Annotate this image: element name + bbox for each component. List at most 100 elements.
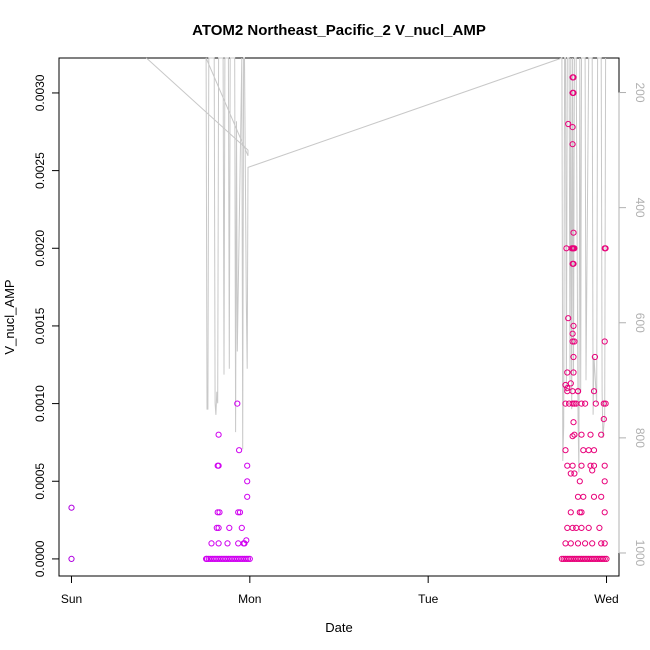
y2-tick-label: 400 xyxy=(633,198,647,218)
data-point-wed xyxy=(578,462,585,469)
data-point-wed xyxy=(589,467,596,474)
data-point-wed xyxy=(569,141,576,148)
data-point-wed xyxy=(562,447,569,454)
data-point-wed xyxy=(570,89,577,97)
data-point-wed xyxy=(602,245,609,252)
data-point-wed xyxy=(576,478,583,485)
data-point-mon xyxy=(205,555,212,563)
profile-line xyxy=(146,57,607,473)
data-point-mon xyxy=(235,509,242,516)
y2-tick-label: 1000 xyxy=(633,540,647,567)
data-point-mon xyxy=(226,524,233,532)
data-point-wed xyxy=(569,524,576,532)
data-point-wed xyxy=(590,447,598,454)
data-point-wed xyxy=(600,416,607,423)
data-point-mon xyxy=(234,400,241,407)
data-point-mon xyxy=(215,524,222,532)
data-point-wed xyxy=(576,509,583,516)
data-point-wed xyxy=(570,260,577,267)
data-point-wed xyxy=(603,555,610,563)
data-point-wed xyxy=(571,431,578,438)
y2-axis: 200 400 600 800 1000 xyxy=(618,82,647,567)
data-point-wed xyxy=(570,369,577,376)
data-point-mon xyxy=(241,540,248,547)
y2-tick-label: 600 xyxy=(633,313,647,333)
data-point-mon xyxy=(215,540,222,547)
data-point-wed xyxy=(578,431,585,438)
data-point-mon xyxy=(221,555,228,563)
data-point-wed xyxy=(598,493,605,500)
data-point-mon xyxy=(244,555,252,563)
data-point-wed xyxy=(598,540,605,547)
data-point-mon xyxy=(214,509,221,516)
x-axis-label: Date xyxy=(325,620,352,635)
data-point-mon xyxy=(244,478,251,485)
y2-tick-label: 200 xyxy=(633,82,647,102)
data-point-mon xyxy=(216,509,223,516)
data-point-wed xyxy=(585,447,592,454)
data-point-wed xyxy=(570,229,577,236)
data-point-wed xyxy=(569,388,576,395)
data-point-wed xyxy=(570,353,577,361)
chart-title: ATOM2 Northeast_Pacific_2 V_nucl_AMP xyxy=(192,22,486,39)
data-point-wed xyxy=(587,431,594,438)
data-point-mon xyxy=(215,431,222,438)
data-point-wed xyxy=(571,400,578,407)
data-point-wed xyxy=(571,245,578,252)
data-point-mon xyxy=(236,509,244,516)
data-point-wed xyxy=(562,540,569,547)
data-point-wed xyxy=(569,400,576,407)
data-point-wed xyxy=(565,120,572,128)
data-point-wed xyxy=(567,509,574,516)
data-point-wed xyxy=(601,478,608,485)
data-point-mon xyxy=(215,462,222,469)
data-point-mon xyxy=(236,447,243,454)
data-point-wed xyxy=(569,338,576,345)
x-tick-label: Mon xyxy=(238,592,261,606)
x-tick-label: Tue xyxy=(418,592,439,606)
data-point-wed xyxy=(580,447,587,454)
data-point-wed xyxy=(574,388,582,395)
data-point-wed xyxy=(592,400,599,407)
points-layer xyxy=(68,74,610,563)
data-point-mon xyxy=(220,555,227,563)
data-point-mon xyxy=(203,555,210,563)
data-point-wed xyxy=(565,315,572,322)
data-point-wed xyxy=(569,330,576,337)
y-tick-label: 0.0020 xyxy=(33,230,47,267)
data-point-wed xyxy=(569,462,576,469)
data-point-mon xyxy=(224,540,231,547)
data-point-wed xyxy=(601,509,608,516)
y-tick-label: 0.0000 xyxy=(33,540,47,577)
data-point-mon xyxy=(243,555,250,563)
data-point-wed xyxy=(571,338,578,345)
y-tick-label: 0.0025 xyxy=(33,152,47,189)
data-point-wed xyxy=(567,380,574,387)
y-axis: 0.0000 0.0005 0.0010 0.0015 0.0020 0.0025 0.00… xyxy=(33,74,60,577)
data-point-wed xyxy=(570,74,577,81)
data-point-sun xyxy=(68,555,75,563)
data-point-wed xyxy=(578,524,585,532)
y-axis-label: V_nucl_AMP xyxy=(2,279,17,354)
data-point-wed xyxy=(567,540,574,547)
data-point-wed xyxy=(573,524,580,532)
data-point-wed xyxy=(600,400,607,407)
data-point-wed xyxy=(601,338,608,345)
data-point-sun xyxy=(68,504,75,511)
y-tick-label: 0.0010 xyxy=(33,385,47,422)
x-axis: Sun Mon Tue Wed xyxy=(61,575,619,606)
data-point-wed xyxy=(590,388,598,395)
data-point-wed xyxy=(578,509,585,516)
data-point-wed xyxy=(564,369,571,376)
data-point-wed xyxy=(569,433,576,440)
data-point-wed xyxy=(569,124,576,131)
data-point-wed xyxy=(570,419,577,426)
data-point-wed xyxy=(571,470,578,477)
data-point-mon xyxy=(243,537,250,544)
data-point-wed xyxy=(578,400,585,407)
data-point-mon xyxy=(246,555,253,563)
data-point-wed xyxy=(590,493,598,500)
data-point-wed xyxy=(589,540,596,547)
data-point-wed xyxy=(598,431,605,438)
data-point-wed xyxy=(574,540,582,547)
